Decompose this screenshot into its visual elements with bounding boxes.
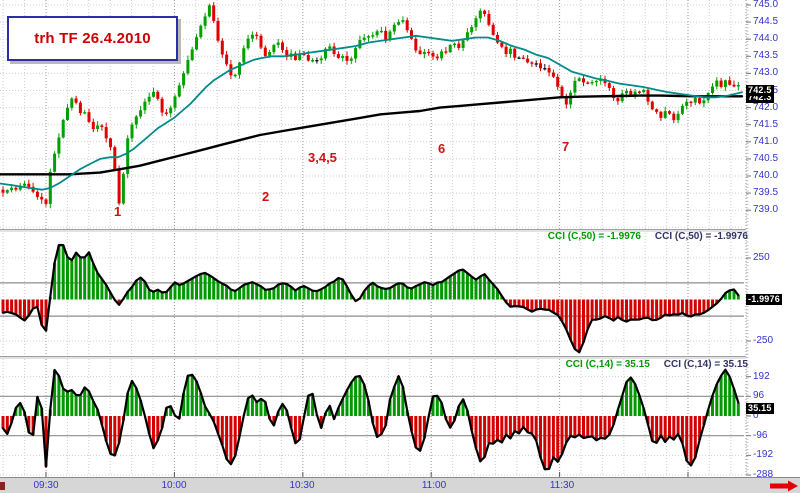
annotation-label[interactable]: 7 (562, 139, 570, 154)
last-price-tag: 742.3 (746, 91, 774, 103)
price-axis-label: 743.5 (753, 50, 779, 62)
price-axis-label: 744.5 (753, 16, 779, 28)
candlestick-series (0, 2, 744, 209)
cci50-legend: CCI (C,50) = -1.9976 CCI (C,50) = -1.9976 (548, 231, 748, 242)
price-axis-label: 744.0 (753, 33, 779, 45)
time-axis-label: 11:30 (549, 480, 575, 491)
cci14-axis-label: 0 (753, 410, 759, 421)
cci50-legend-green: CCI (C,50) = -1.9976 (547, 231, 641, 242)
cci50-axis-label: -250 (753, 335, 774, 346)
time-axis-label: 10:30 (289, 480, 315, 491)
cci14-value-tag: 35.15 (746, 403, 774, 415)
annotation-label[interactable]: 1 (114, 204, 122, 219)
annotation-label[interactable]: 6 (438, 141, 446, 156)
cci14-axis-label: -288 (753, 469, 774, 481)
cci50-axis-label: 250 (753, 252, 770, 263)
cci14-axis-label: -96 (753, 429, 768, 441)
price-axis[interactable]: 745.0 744.5 744.0 743.5 743.0 742.5 742.0 741.5… (746, 0, 800, 480)
chart-title-box[interactable]: trh TF 26.4.2010 (7, 16, 178, 61)
chart-title: trh TF 26.4.2010 (34, 30, 151, 47)
cci50-histogram (1, 243, 740, 354)
price-axis-label: 742.0 (753, 101, 779, 113)
cci14-axis-label: -192 (753, 449, 774, 461)
price-axis-label: 741.0 (753, 135, 779, 147)
cci14-legend: CCI (C,14) = 35.15 CCI (C,14) = 35.15 (566, 359, 748, 370)
scroll-right-arrow-icon[interactable] (770, 480, 798, 492)
price-axis-label: 745.0 (753, 0, 779, 10)
ma-slow-line (0, 94, 744, 176)
time-axis-label: 10:00 (161, 480, 187, 491)
panel-resize-handle-lower[interactable] (0, 356, 746, 359)
price-axis-label: 740.0 (753, 170, 779, 181)
cci14-legend-navy: CCI (C,14) = 35.15 (663, 359, 748, 370)
cci50-value-tag: -1.9976 (746, 294, 782, 306)
cci14-axis-label: 192 (753, 370, 770, 382)
price-axis-label: 739.0 (753, 204, 779, 216)
price-axis-label: 741.5 (753, 118, 779, 130)
axis-ticks (45, 0, 751, 477)
price-axis-label: 740.5 (753, 152, 779, 164)
last-price-tag: 742.5 (746, 85, 774, 96)
corner-marker (0, 482, 5, 490)
annotation-label[interactable]: 3,4,5 (308, 150, 337, 165)
cci50-line (1, 243, 740, 354)
cci14-legend-green: CCI (C,14) = 35.15 (565, 359, 650, 370)
cci14-histogram (1, 368, 740, 471)
time-axis[interactable]: 09:30 10:00 10:30 11:00 11:30 (0, 477, 800, 493)
cci14-line (1, 368, 740, 471)
annotation-label[interactable]: 2 (262, 189, 270, 204)
time-axis-label: 09:30 (33, 480, 59, 491)
cci14-axis-label: 96 (753, 390, 765, 402)
ma-fast-line (0, 34, 743, 191)
price-axis-label: 743.0 (753, 67, 779, 79)
cci50-legend-navy: CCI (C,50) = -1.9976 (654, 231, 748, 242)
time-axis-label: 11:00 (421, 480, 447, 491)
panel-resize-handle-upper[interactable] (0, 229, 746, 232)
price-axis-label: 739.5 (753, 187, 779, 199)
